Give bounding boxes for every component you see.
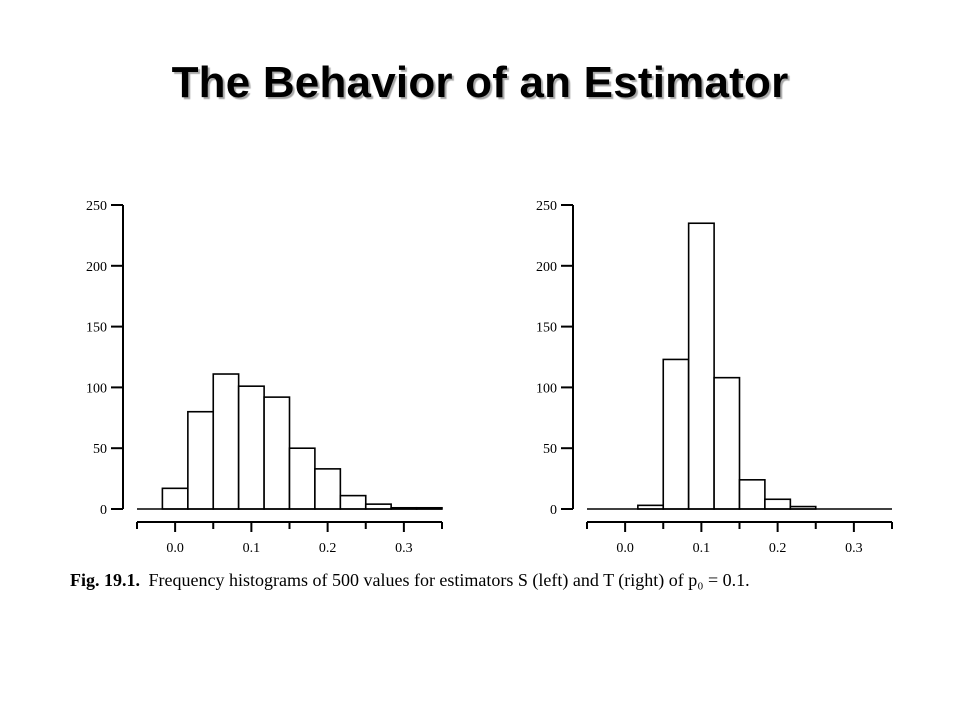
y-tick-label: 250 [536, 199, 557, 214]
y-tick-label: 150 [86, 321, 107, 336]
y-tick-label: 150 [536, 321, 557, 336]
histogram-bar [713, 376, 741, 510]
x-tick-label: 0.3 [845, 541, 863, 556]
histogram-bar [212, 373, 240, 510]
histogram-bar [237, 385, 265, 510]
histogram-right-panel: 0 50 100 150 200 250 0.0 0.1 0.2 0.3 [536, 199, 893, 556]
x-tick-label: 0.0 [166, 541, 184, 556]
y-tick-label: 0 [100, 503, 107, 518]
x-tick-label: 0.2 [319, 541, 337, 556]
histogram-bar [288, 447, 316, 510]
x-tick-label: 0.1 [243, 541, 261, 556]
x-tick-label: 0.0 [616, 541, 634, 556]
caption-label: Fig. 19.1. [70, 570, 140, 590]
histogram-bar [161, 487, 189, 510]
histogram-bar [263, 396, 291, 510]
histogram-bar [187, 410, 215, 510]
y-tick-label: 50 [93, 442, 107, 457]
y-tick-label: 0 [550, 503, 557, 518]
caption-text: Frequency histograms of 500 values for e… [148, 570, 750, 590]
histogram-bar [687, 222, 715, 510]
slide-title: The Behavior of an Estimator [171, 58, 789, 107]
x-tick-label: 0.2 [769, 541, 787, 556]
y-tick-label: 100 [86, 381, 107, 396]
figure-caption: Fig. 19.1. Frequency histograms of 500 v… [70, 568, 900, 593]
x-tick-label: 0.3 [395, 541, 413, 556]
histogram-bar [339, 494, 367, 510]
y-tick-label: 50 [543, 442, 557, 457]
x-tick-label: 0.1 [693, 541, 711, 556]
y-tick-label: 200 [536, 260, 557, 275]
histogram-left-panel: 0 50 100 150 200 250 0.0 0.1 0.2 0.3 [86, 199, 443, 556]
y-tick-label: 100 [536, 381, 557, 396]
histogram-bar [662, 358, 690, 510]
histogram-bar [764, 498, 792, 510]
y-tick-label: 250 [86, 199, 107, 214]
histogram-bar [738, 479, 766, 510]
y-tick-label: 200 [86, 260, 107, 275]
histogram-bar [314, 468, 342, 510]
